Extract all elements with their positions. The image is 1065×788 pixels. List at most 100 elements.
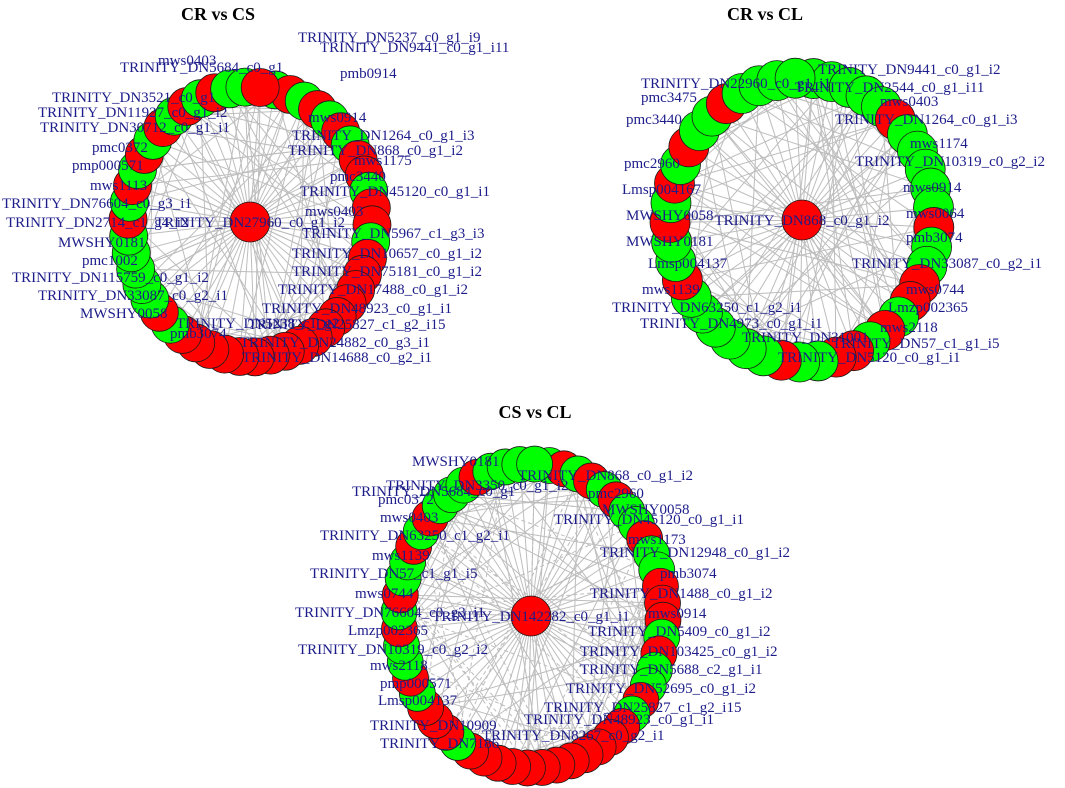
node-label: pmc0372: [378, 492, 434, 508]
node-label: TRINITY_DN5238_c1_g2: [176, 316, 339, 332]
network-edge: [457, 615, 532, 743]
network-edge: [702, 219, 803, 314]
node-label: pmb3074: [170, 326, 227, 342]
network-edge: [457, 466, 506, 743]
label-group: TRINITY_DN45120_c0_g1_i1mws0403TRINITY_D…: [2, 30, 509, 366]
network-edge: [813, 78, 900, 318]
network-edge: [249, 221, 356, 290]
node-label: pmc0372: [92, 140, 148, 156]
node-label: TRINITY_DN9441_c0_g1_i2: [818, 62, 1000, 78]
node-label: TRINITY_DN12948_c0_g1_i2: [600, 545, 790, 561]
node-label: TRINITY_DN5684_c0_g1: [120, 60, 283, 76]
node-label: TRINITY_DN76604_c0_g3_i1: [295, 605, 485, 621]
network-edge: [229, 88, 348, 304]
hub-node-label: TRINITY_DN868_c0_g1_i2: [715, 213, 890, 229]
network-edge: [741, 93, 926, 170]
node-label: TRINITY_DN30712_c0_g1_i1: [40, 120, 230, 136]
network-edge: [434, 466, 506, 721]
node-label: TRINITY_DN7186: [380, 736, 500, 752]
network-edge: [669, 221, 920, 285]
network-edge: [440, 505, 664, 621]
network-edge: [729, 168, 926, 340]
node-label: TRINITY_DN5684_c0_g1: [352, 484, 515, 500]
node-label: mws0914: [648, 606, 707, 622]
network-edge: [399, 594, 543, 768]
network-edge: [530, 615, 599, 748]
network-edge: [407, 561, 532, 617]
node-label: TRINITY_DN5120_c0_g1_i1: [778, 350, 960, 366]
network-edge: [186, 106, 251, 223]
network-edge: [141, 284, 314, 338]
network-edge: [195, 87, 261, 344]
network-edge: [303, 101, 327, 328]
node-label: mws0403: [880, 94, 938, 110]
network-edge: [429, 517, 558, 766]
network-edge: [799, 87, 850, 363]
node-label: mws1175: [354, 153, 412, 169]
node-label: TRINITY_DN5409_c0_g1_i2: [588, 624, 770, 640]
node-label: pmc3440: [330, 169, 386, 185]
network-edge: [152, 140, 286, 352]
network-edge: [715, 219, 803, 328]
network-edge: [497, 669, 655, 764]
node-label: TRINITY_DN9441_c0_g1_i11: [320, 40, 509, 56]
node-label: MWSHY0181: [58, 235, 146, 251]
network-edge: [680, 164, 803, 221]
network-edge: [463, 484, 663, 638]
network-edge: [451, 494, 627, 513]
network-edge: [299, 131, 342, 346]
down-regulated-node: [516, 445, 554, 483]
node-label: TRINITY_DN868_c0_g1_i2: [288, 143, 463, 159]
network-edge: [674, 182, 803, 221]
network-edge: [425, 669, 655, 708]
network-edge: [249, 221, 271, 356]
network-edge: [249, 144, 351, 223]
network-edge: [801, 219, 855, 351]
node-label: TRINITY_DN10319_c0_g2_i2: [855, 154, 1045, 170]
network-edge: [199, 98, 251, 223]
network-edge: [762, 219, 803, 356]
network-edge: [470, 615, 532, 752]
network-edge: [670, 119, 896, 204]
node-label: TRINITY_DN5237_c0_g1_i9: [298, 30, 480, 46]
node-group: [108, 67, 392, 377]
node-label: pmb0914: [340, 66, 397, 82]
network-edge: [399, 524, 637, 630]
network-edge: [440, 499, 617, 507]
node-label: pmb3074: [906, 230, 963, 246]
node-label: mws0403: [305, 204, 363, 220]
network-edge: [430, 517, 652, 555]
panel-title: CS vs CL: [498, 402, 572, 422]
down-regulated-node: [774, 57, 816, 99]
network-edge: [801, 219, 899, 318]
network-edge: [425, 494, 453, 708]
up-regulated-node: [240, 68, 280, 107]
network-edge: [249, 100, 305, 223]
network-edge: [530, 615, 611, 738]
network-edge: [152, 140, 211, 350]
network-edge: [439, 505, 586, 755]
node-label: pmc1002: [82, 253, 138, 269]
node-label: Lmzp002365: [888, 300, 968, 316]
node-label: TRINITY_DN48923_c0_g1_i1: [524, 712, 714, 728]
node-label: TRINITY_DN25827_c1_g2_i15: [544, 700, 741, 716]
network-edge: [425, 636, 662, 708]
network-edge: [463, 484, 532, 617]
node-label: Lmzp002365: [348, 623, 428, 639]
node-label: TRINITY_DN10909: [370, 718, 497, 734]
network-edge: [429, 517, 543, 768]
node-label: TRINITY_DN3350_c0_g1_i2: [386, 478, 568, 494]
network-edge: [152, 139, 251, 223]
network-edge: [152, 139, 373, 226]
node-label: mws0914: [903, 180, 962, 196]
network-edge: [249, 221, 338, 317]
node-label: TRINITY_DN1488_c0_g1_i2: [590, 586, 772, 602]
network-edge: [399, 465, 550, 630]
hub-node-label: TRINITY_DN142282_c0_g1_i1: [432, 609, 629, 625]
node-label: TRINITY_DN57_c1_g1_i5: [832, 336, 999, 352]
network-edge: [853, 119, 896, 351]
network-edge: [674, 119, 896, 184]
node-label: Lmsp004167: [622, 182, 702, 198]
network-edge: [530, 615, 633, 715]
hub-node: [781, 199, 823, 241]
